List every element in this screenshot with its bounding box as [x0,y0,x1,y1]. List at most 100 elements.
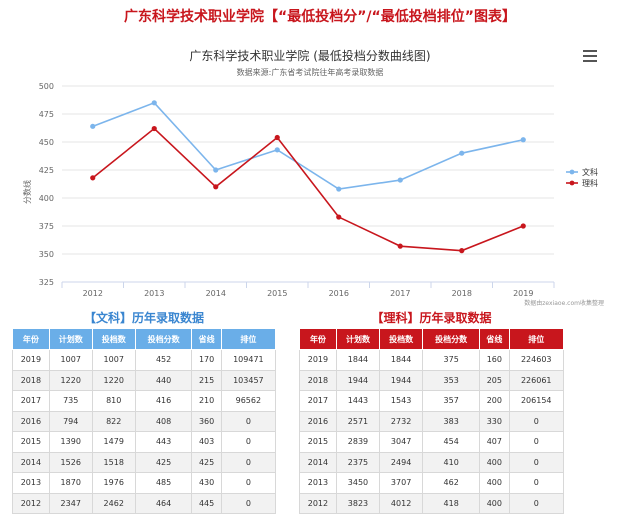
table-cell: 2016 [12,410,50,432]
y-tick-label: 400 [39,194,54,203]
table-row: 2012 2347 2462 464 445 0 [12,492,277,514]
table-row: 2016 2571 2732 383 330 0 [299,410,564,432]
table-cell: 400 [479,492,510,514]
table-row: 2015 1390 1479 443 403 0 [12,431,277,453]
header-plan: 计划数 [48,328,93,350]
data-point[interactable] [336,186,342,192]
table-cell: 418 [422,492,481,514]
table-cell: 2462 [91,492,136,514]
table-cell: 735 [48,390,93,412]
data-point[interactable] [397,177,403,183]
x-tick-label: 2017 [390,289,410,298]
table-cell: 2014 [299,451,337,473]
table-cell: 1844 [379,349,424,371]
series-line-2 [92,127,524,252]
wen-table-body: 2019 1007 1007 452 170 109471 2018 1220 1220 440 2… [12,349,277,514]
table-cell: 0 [508,410,564,432]
data-point[interactable] [90,123,96,129]
x-tick-label: 2012 [83,289,103,298]
legend-label[interactable]: 理科 [582,178,598,188]
data-point[interactable] [151,100,157,106]
table-cell: 0 [220,431,277,453]
legend-label[interactable]: 文科 [582,167,598,177]
data-point[interactable] [459,150,465,156]
table-cell: 360 [191,410,222,432]
table-cell: 2017 [299,390,337,412]
page-title: 广东科学技术职业学院【“最低投档分”/“最低投档排位”图表】 [124,9,516,25]
hamburger-menu-icon[interactable] [583,50,597,62]
data-point[interactable] [213,184,219,190]
x-tick-label: 2016 [329,289,349,298]
table-cell: 454 [422,431,481,453]
table-cell: 2494 [379,451,424,473]
table-cell: 445 [191,492,222,514]
table-cell: 383 [422,410,481,432]
table-cell: 410 [422,451,481,473]
table-cell: 353 [422,369,481,391]
data-point[interactable] [151,125,157,132]
table-cell: 443 [134,431,193,453]
table-cell: 109471 [220,349,277,371]
x-tick-label: 2018 [452,289,472,298]
table-cell: 1479 [91,431,136,453]
y-tick-label: 425 [39,166,54,175]
x-tick-label: 2013 [144,289,164,298]
chart-title: 广东科学技术职业学院 (最低投档分数曲线图) [189,48,430,63]
table-cell: 2016 [299,410,337,432]
table-cell: 200 [479,390,510,412]
table-cell: 1220 [91,369,136,391]
x-axis-ticks: 2012 2013 2014 2015 2016 2017 2018 2019 [61,281,555,298]
table-cell: 3823 [335,492,381,514]
table-cell: 2019 [299,349,337,371]
data-point[interactable] [520,223,526,229]
table-cell: 2018 [12,369,50,391]
table-header-row: 年份 计划数 投档数 投档分数 省线 排位 [12,328,277,350]
data-point[interactable] [336,214,342,220]
table-cell: 485 [134,472,193,494]
table-cell: 103457 [220,369,277,391]
table-cell: 4012 [379,492,424,514]
data-point[interactable] [274,134,280,141]
table-cell: 1844 [335,349,381,371]
data-point[interactable] [213,167,219,173]
table-cell: 160 [479,349,510,371]
table-cell: 810 [91,390,136,412]
header-admitted: 投档数 [379,328,424,350]
table-row: 2017 735 810 416 210 96562 [12,390,277,412]
header-rank: 排位 [508,328,564,350]
score-line-chart: 500 475 450 425 400 375 350 325 2012 2013 2014 201… [10,34,630,320]
header-year: 年份 [299,328,337,350]
table-cell: 2018 [299,369,337,391]
data-point[interactable] [520,137,526,143]
table-cell: 425 [191,451,222,473]
li-admission-table: 年份 计划数 投档数 投档分数 省线 排位 2019 1844 1844 375 160… [299,328,564,514]
header-rank: 排位 [220,328,277,350]
data-point[interactable] [274,147,280,153]
table-cell: 2012 [299,492,337,514]
table-row: 2019 1844 1844 375 160 224603 [299,349,564,371]
table-cell: 400 [479,451,510,473]
table-cell: 408 [134,410,193,432]
y-tick-label: 500 [39,82,54,91]
table-cell: 2347 [48,492,93,514]
table-cell: 2839 [335,431,381,453]
y-tick-label: 350 [39,250,54,259]
data-point[interactable] [90,175,96,181]
data-point[interactable] [459,248,465,254]
grid-lines [62,85,554,283]
series-line-1 [92,101,524,190]
table-cell: 407 [479,431,510,453]
table-row: 2012 3823 4012 418 400 0 [299,492,564,514]
table-cell: 2375 [335,451,381,473]
table-cell: 2012 [12,492,50,514]
table-cell: 1543 [379,390,424,412]
table-cell: 400 [479,472,510,494]
y-axis-label: 分数线 [22,180,32,204]
series-layer [90,100,526,254]
data-point[interactable] [397,243,403,249]
table-cell: 2732 [379,410,424,432]
table-row: 2018 1944 1944 353 205 226061 [299,369,564,391]
table-cell: 1007 [91,349,136,371]
table-cell: 224603 [508,349,564,371]
table-cell: 1526 [48,451,93,473]
